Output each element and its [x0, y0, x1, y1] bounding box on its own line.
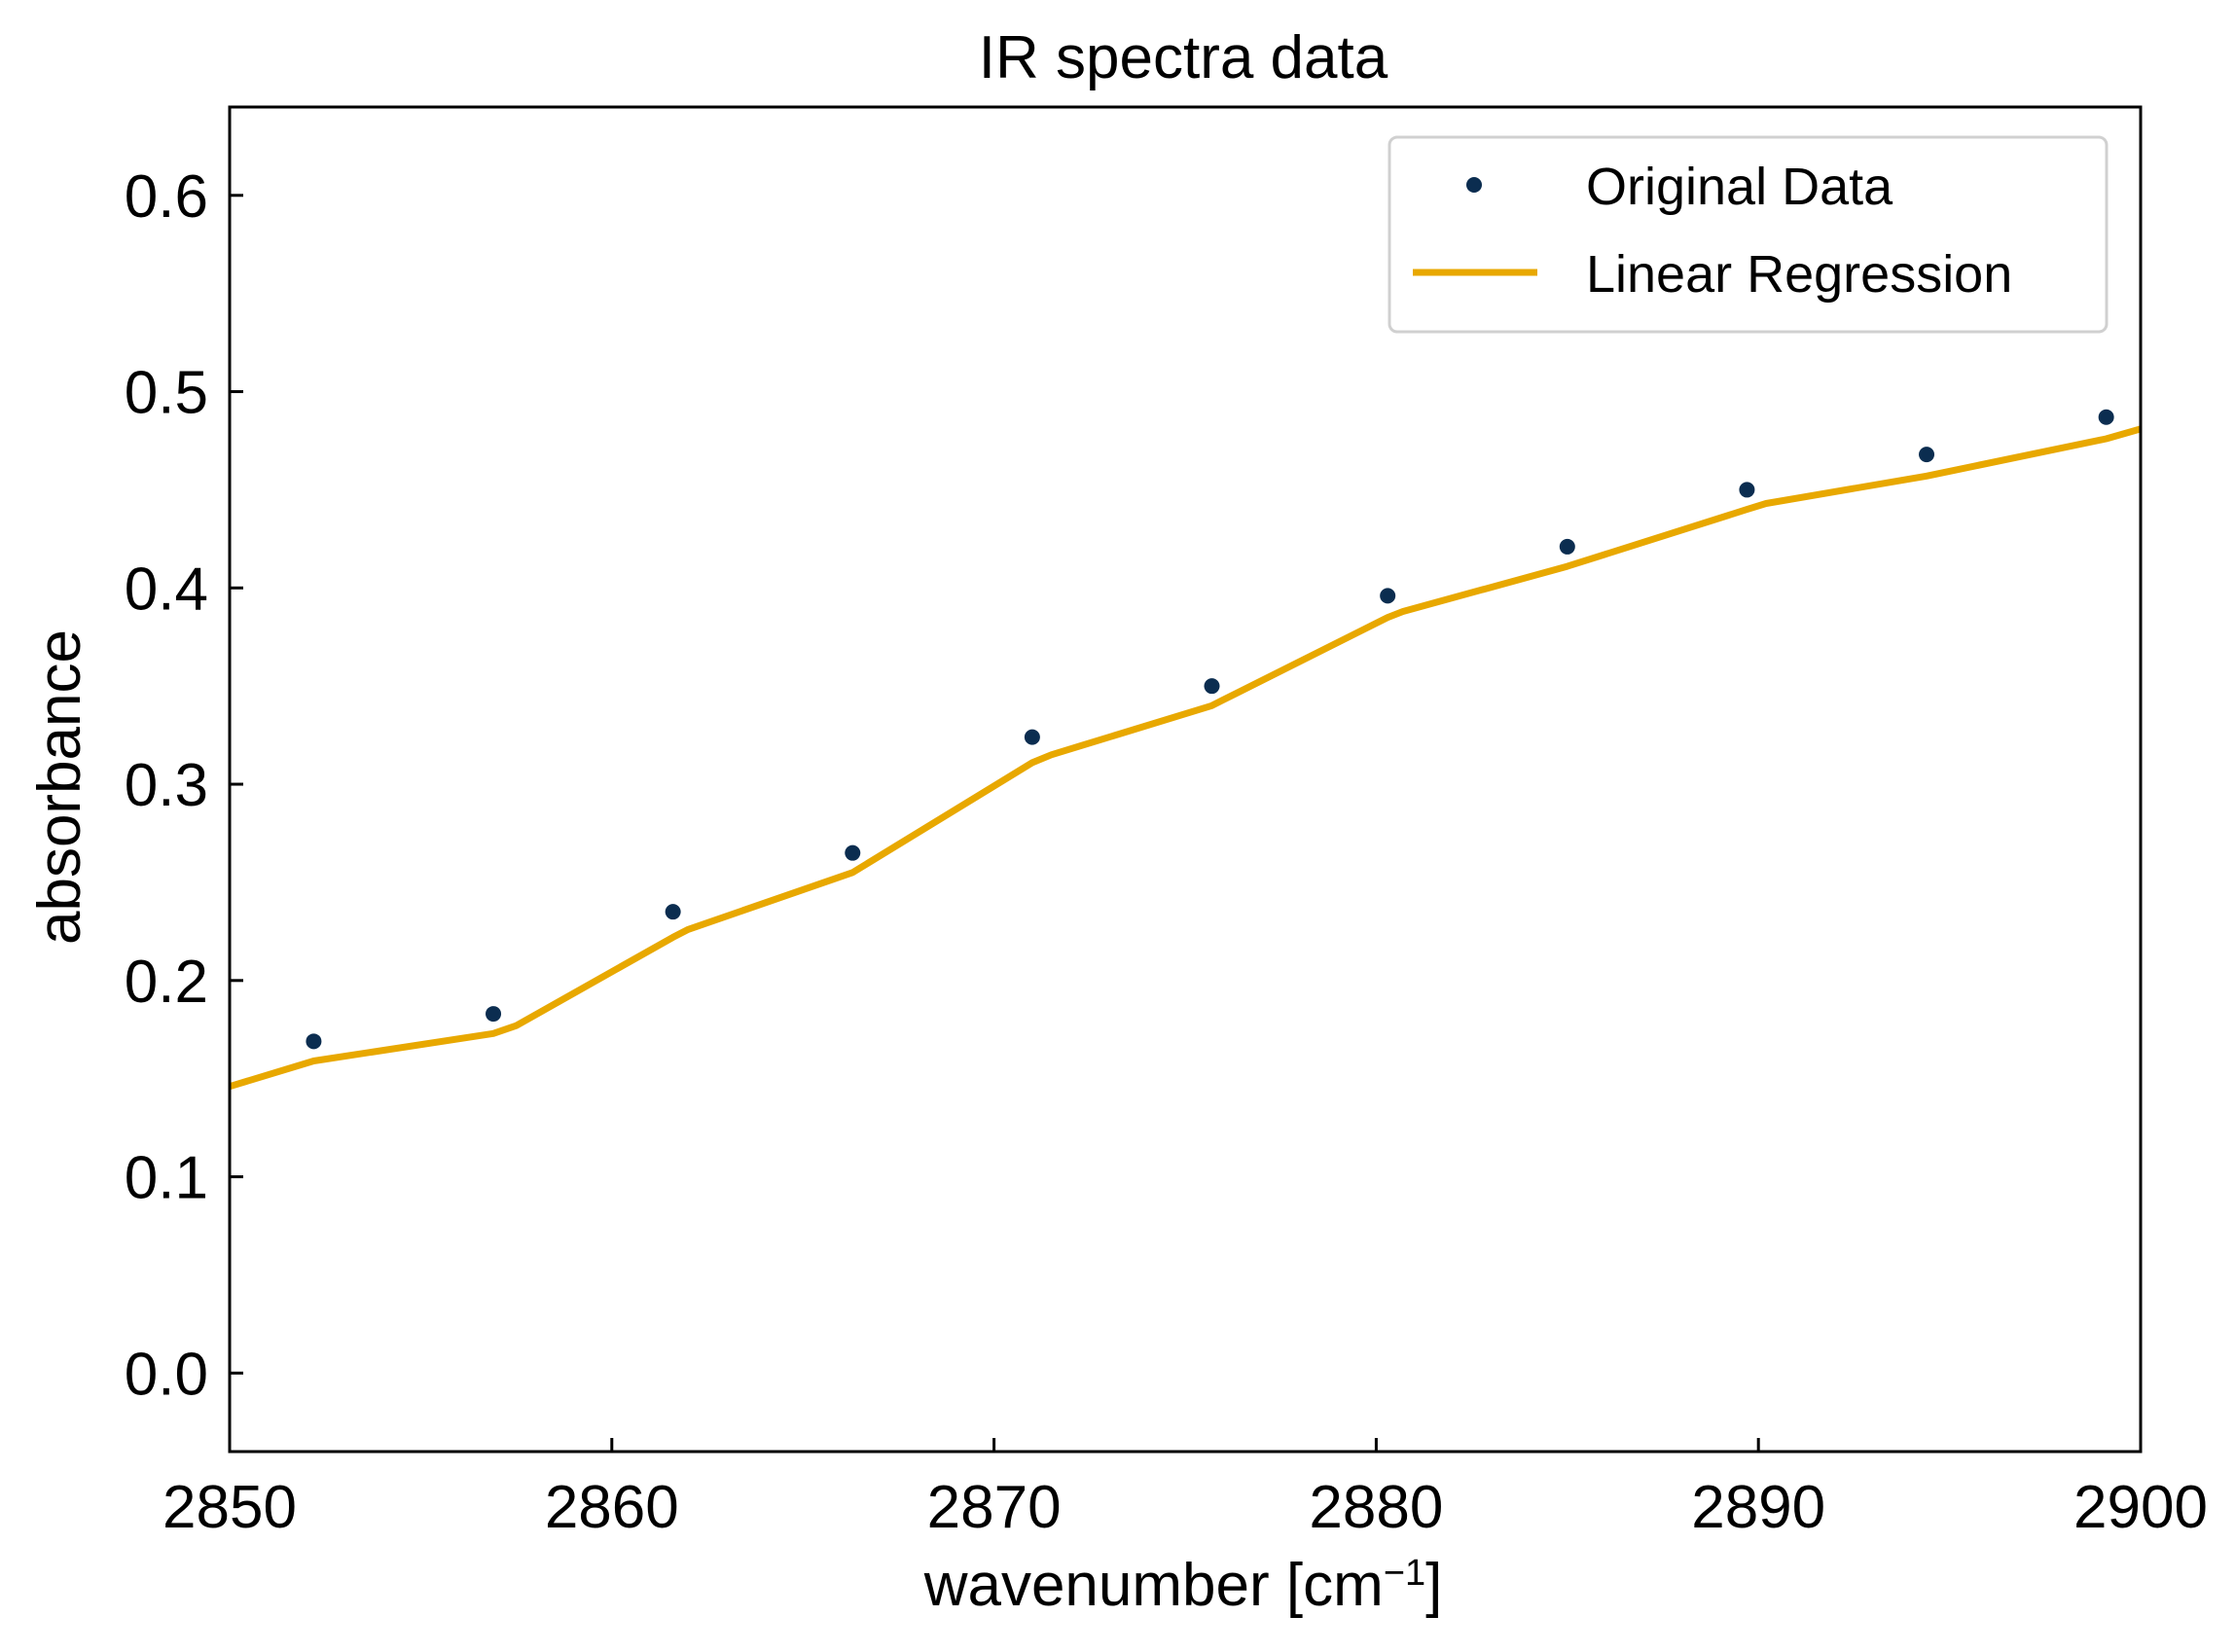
data-point-original-data: [845, 844, 861, 861]
series-line-linear-regression: [228, 425, 2142, 1091]
y-tick-label: 0.2: [125, 949, 208, 1016]
data-point-original-data: [1919, 447, 1935, 463]
x-tick-label: 2880: [1309, 1474, 1443, 1541]
y-tick-label: 0.6: [125, 163, 208, 231]
x-axis-ticks: 2850 2860 2870 2880 2890 2900: [162, 1438, 2208, 1541]
data-point-original-data: [1739, 482, 1755, 498]
data-point-original-data: [2098, 409, 2114, 425]
y-tick-label: 0.3: [125, 752, 208, 819]
x-axis-title-superscript: −1: [1384, 1553, 1425, 1594]
data-point-original-data: [1380, 588, 1396, 604]
x-tick-label: 2890: [1691, 1474, 1825, 1541]
legend-label-original-data: Original Data: [1586, 158, 1893, 216]
y-tick-label: 0.5: [125, 360, 208, 427]
x-tick-label: 2860: [545, 1474, 679, 1541]
data-point-original-data: [1204, 678, 1220, 695]
data-point-original-data: [306, 1033, 322, 1050]
x-tick-label: 2850: [162, 1474, 297, 1541]
y-tick-label: 0.4: [125, 556, 208, 623]
data-point-original-data: [665, 904, 681, 920]
legend-marker-original-data: [1466, 177, 1482, 193]
x-axis-title: wavenumber [cm−1]: [923, 1552, 1443, 1619]
plot-area: [228, 409, 2142, 1091]
chart-title: IR spectra data: [979, 24, 1388, 91]
legend-label-linear-regression: Linear Regression: [1586, 245, 2012, 304]
legend-box: [1388, 135, 2109, 334]
x-tick-label: 2870: [927, 1474, 1062, 1541]
plot-frame: [228, 105, 2143, 1454]
data-point-original-data: [486, 1006, 502, 1023]
y-tick-label: 0.0: [125, 1341, 208, 1408]
y-axis-title: absorbance: [26, 629, 93, 945]
data-point-original-data: [1559, 538, 1575, 555]
data-point-original-data: [1024, 729, 1040, 745]
y-tick-label: 0.1: [125, 1145, 208, 1212]
x-tick-label: 2900: [2073, 1474, 2208, 1541]
y-axis-ticks: 0.0 0.1 0.2 0.3 0.4 0.5 0.6: [125, 163, 243, 1408]
legend: Original Data Linear Regression: [1388, 135, 2109, 334]
